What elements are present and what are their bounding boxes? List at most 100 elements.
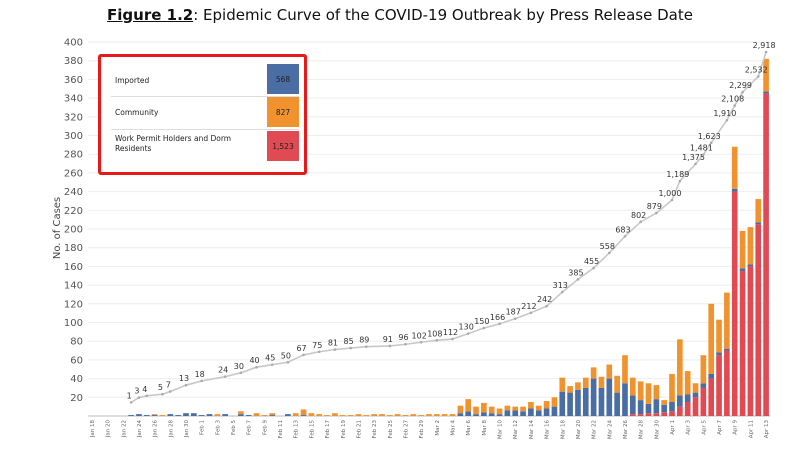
cumulative-point	[317, 350, 321, 354]
bar-community	[669, 373, 675, 402]
cumulative-point	[482, 326, 486, 330]
bar-community	[504, 405, 511, 411]
x-tick-label: Feb 23	[372, 420, 378, 439]
bar-imported	[457, 413, 464, 416]
bar-community	[308, 413, 315, 416]
bar-community	[528, 401, 534, 409]
cumulative-point	[239, 371, 243, 375]
bar-imported	[582, 387, 589, 416]
cumulative-point	[545, 304, 548, 308]
cumulative-point	[223, 375, 227, 378]
y-tick-label: 120	[64, 299, 83, 310]
cumulative-label: 1,910	[713, 109, 736, 118]
bar-imported	[763, 91, 769, 94]
x-tick-label: Feb 21	[356, 420, 362, 439]
cumulative-point	[169, 390, 172, 393]
bar-community	[355, 414, 362, 416]
cumulative-label: 40	[249, 356, 259, 365]
bar-dorm	[747, 266, 754, 416]
bar-community	[402, 415, 409, 416]
bar-community	[316, 414, 323, 416]
bar-community	[606, 364, 613, 379]
bar-dorm	[637, 414, 644, 416]
bar-imported	[637, 400, 644, 415]
bar-community	[426, 414, 432, 416]
y-tick-label: 200	[64, 225, 83, 236]
x-tick-label: Mar 14	[529, 420, 535, 440]
cumulative-point	[435, 339, 439, 342]
legend-label-community: Community	[115, 108, 159, 117]
cumulative-label: 802	[631, 211, 646, 220]
x-tick-label: Mar 18	[560, 420, 566, 440]
bar-imported	[575, 389, 581, 416]
cumulative-label: 5	[158, 383, 163, 392]
x-tick-label: Jan 18	[90, 420, 96, 439]
x-tick-label: Mar 22	[592, 420, 598, 439]
cumulative-point	[694, 162, 697, 166]
bar-imported	[198, 415, 205, 416]
bar-imported	[677, 395, 683, 407]
bar-community	[441, 414, 448, 416]
bar-imported	[567, 392, 573, 416]
cumulative-label: 1,623	[698, 132, 721, 141]
bar-imported	[551, 406, 558, 416]
x-tick-label: Mar 8	[482, 419, 488, 435]
cumulative-label: 2,299	[729, 81, 752, 90]
bar-imported	[535, 410, 542, 416]
bar-community	[292, 413, 299, 416]
x-tick-label: Jan 30	[184, 420, 190, 439]
x-tick-label: Feb 19	[341, 420, 347, 439]
bar-community	[763, 58, 769, 92]
bar-imported	[559, 391, 566, 416]
cumulative-point	[466, 332, 470, 335]
cumulative-label: 89	[359, 336, 369, 345]
bar-community	[238, 411, 244, 415]
x-tick-label: Jan 24	[137, 420, 143, 439]
cumulative-label: 558	[600, 242, 615, 251]
x-tick-label: Apr 13	[764, 420, 770, 439]
x-tick-label: Jan 28	[168, 420, 174, 439]
cumulative-point	[145, 394, 149, 398]
x-tick-label: Jan 22	[121, 420, 127, 438]
legend: Imported 568 Community 827 Work Permit H…	[98, 54, 307, 175]
cumulative-point	[451, 337, 454, 341]
cumulative-point	[764, 50, 768, 54]
cumulative-label: 683	[615, 225, 630, 234]
bar-community	[496, 408, 503, 415]
bar-dorm	[700, 387, 707, 416]
cumulative-point	[349, 346, 352, 350]
legend-swatch-community: 827	[267, 97, 299, 127]
cumulative-label: 30	[234, 362, 244, 371]
bar-imported	[222, 414, 229, 416]
bar-community	[590, 367, 597, 379]
cumulative-point	[200, 379, 203, 383]
y-tick-label: 380	[64, 56, 83, 67]
bar-imported	[708, 373, 715, 379]
bar-imported	[653, 399, 660, 414]
y-tick-label: 160	[64, 262, 83, 273]
cumulative-label: 67	[296, 344, 306, 353]
cumulative-point	[286, 360, 290, 364]
x-tick-label: Mar 4	[451, 419, 457, 435]
bar-imported	[465, 411, 472, 416]
bar-imported	[528, 408, 534, 416]
x-tick-label: Apr 11	[748, 420, 754, 438]
bar-community	[449, 414, 456, 416]
bar-imported	[488, 413, 495, 416]
x-tick-label: Mar 24	[607, 420, 613, 440]
cumulative-label: 4	[142, 385, 147, 394]
bar-community	[684, 371, 691, 395]
bar-imported	[496, 414, 503, 416]
cumulative-label: 187	[506, 308, 521, 317]
bar-dorm	[708, 378, 715, 416]
cumulative-point	[161, 392, 164, 396]
bar-dorm	[669, 411, 675, 416]
bar-imported	[692, 392, 699, 398]
y-tick-label: 180	[64, 243, 83, 254]
cumulative-point	[725, 118, 729, 122]
legend-divider	[111, 96, 299, 97]
bar-imported	[183, 413, 189, 416]
cumulative-point	[137, 396, 141, 399]
bar-imported	[598, 387, 605, 416]
bar-dorm	[677, 406, 683, 416]
